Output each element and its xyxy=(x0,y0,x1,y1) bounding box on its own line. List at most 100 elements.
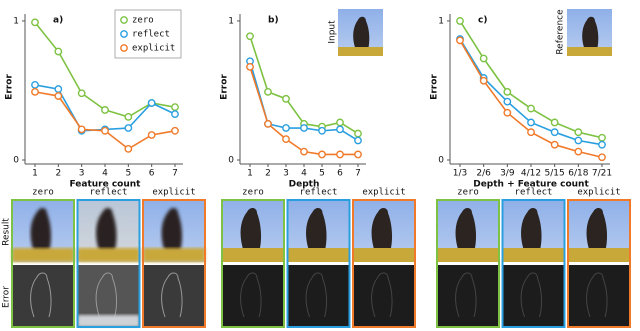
bird-edge xyxy=(305,272,328,318)
data-point xyxy=(336,118,344,127)
data-point xyxy=(171,103,179,112)
frame xyxy=(436,199,500,328)
y-tick-label: 1 xyxy=(13,16,19,26)
x-tick-label: 4 xyxy=(102,169,108,179)
error-image xyxy=(12,265,74,327)
bird-edge xyxy=(586,272,608,318)
data-point xyxy=(574,128,583,137)
x-tick-label: 1/3 xyxy=(453,169,467,179)
data-point xyxy=(527,118,535,127)
image-bg xyxy=(568,265,630,327)
x-tick-label: 3 xyxy=(79,169,85,179)
data-point xyxy=(550,128,559,137)
ground xyxy=(143,248,205,262)
data-point xyxy=(282,94,290,103)
frame xyxy=(352,199,416,328)
data-point xyxy=(147,99,156,107)
error-image xyxy=(437,265,499,327)
x-tick-label: 6/18 xyxy=(568,169,588,179)
x-tick-label: 2 xyxy=(55,169,61,179)
data-point xyxy=(264,119,272,128)
column-label: zero xyxy=(457,188,479,198)
data-point xyxy=(503,108,512,117)
bird-edge xyxy=(371,272,393,318)
image-bg xyxy=(222,265,284,327)
legend-label: reflect xyxy=(132,30,170,40)
result-image xyxy=(143,200,205,262)
data-point xyxy=(264,87,272,96)
error-image xyxy=(222,265,284,327)
column-label: reflect xyxy=(90,188,128,198)
data-point xyxy=(282,124,290,132)
bird xyxy=(521,207,542,252)
y-tick-label: 1 xyxy=(438,16,444,26)
data-point xyxy=(31,18,39,27)
column-label: zero xyxy=(242,188,264,198)
data-point xyxy=(503,87,512,96)
frame xyxy=(501,199,566,328)
image-bg xyxy=(502,265,565,327)
data-point xyxy=(171,126,179,135)
row-label: Result xyxy=(2,218,12,246)
x-tick-label: 7 xyxy=(355,169,361,179)
bird-edge xyxy=(240,272,262,318)
data-point xyxy=(550,140,559,149)
data-point xyxy=(574,136,583,145)
x-tick-label: 2 xyxy=(265,169,271,179)
frame xyxy=(142,199,206,328)
data-point xyxy=(318,150,326,159)
error-image xyxy=(502,265,565,327)
x-tick-label: 1 xyxy=(32,169,38,179)
reference-label: Reference xyxy=(556,9,566,55)
ground xyxy=(77,248,140,262)
bird-edge xyxy=(520,272,543,318)
y-tick-label: 0 xyxy=(438,156,444,166)
bird xyxy=(306,207,327,252)
panel-label: c) xyxy=(478,16,487,26)
image-bg xyxy=(12,265,74,327)
y-axis-label: Error xyxy=(5,74,15,100)
data-point xyxy=(54,92,63,100)
x-axis-label: Depth + Feature count xyxy=(473,180,589,190)
bird-edge xyxy=(95,272,118,318)
panel-label: b) xyxy=(268,16,279,26)
result-image xyxy=(437,200,499,262)
data-point xyxy=(318,126,326,135)
data-point xyxy=(282,135,290,144)
input-image xyxy=(338,9,383,56)
legend-label: explicit xyxy=(132,44,175,54)
data-point xyxy=(456,36,464,45)
column-label: reflect xyxy=(300,188,338,198)
data-point xyxy=(598,133,606,142)
data-point xyxy=(246,62,254,71)
x-axis-label: Depth xyxy=(289,180,320,190)
frame xyxy=(567,199,631,328)
x-tick-label: 6 xyxy=(149,169,155,179)
data-point xyxy=(300,147,308,156)
result-image xyxy=(568,200,630,262)
data-point xyxy=(598,140,606,149)
data-point xyxy=(101,106,109,114)
ground xyxy=(437,248,499,262)
bird xyxy=(371,207,393,252)
frame xyxy=(11,199,75,328)
data-point xyxy=(54,47,63,56)
y-tick-label: 0 xyxy=(228,156,234,166)
result-image xyxy=(222,200,284,262)
data-point xyxy=(101,126,109,135)
data-point xyxy=(456,17,464,25)
bird xyxy=(455,207,477,252)
column-label: explicit xyxy=(362,188,405,198)
bird xyxy=(586,207,608,252)
data-point xyxy=(574,147,583,156)
y-axis-label: Error xyxy=(220,74,230,100)
bird-edge xyxy=(455,272,477,318)
result-image xyxy=(12,200,74,262)
data-point xyxy=(246,32,254,41)
frame xyxy=(286,199,351,328)
data-point xyxy=(31,87,39,96)
data-point xyxy=(354,136,362,145)
error-glow xyxy=(77,315,140,327)
frame xyxy=(76,199,141,328)
series-line xyxy=(249,66,358,156)
